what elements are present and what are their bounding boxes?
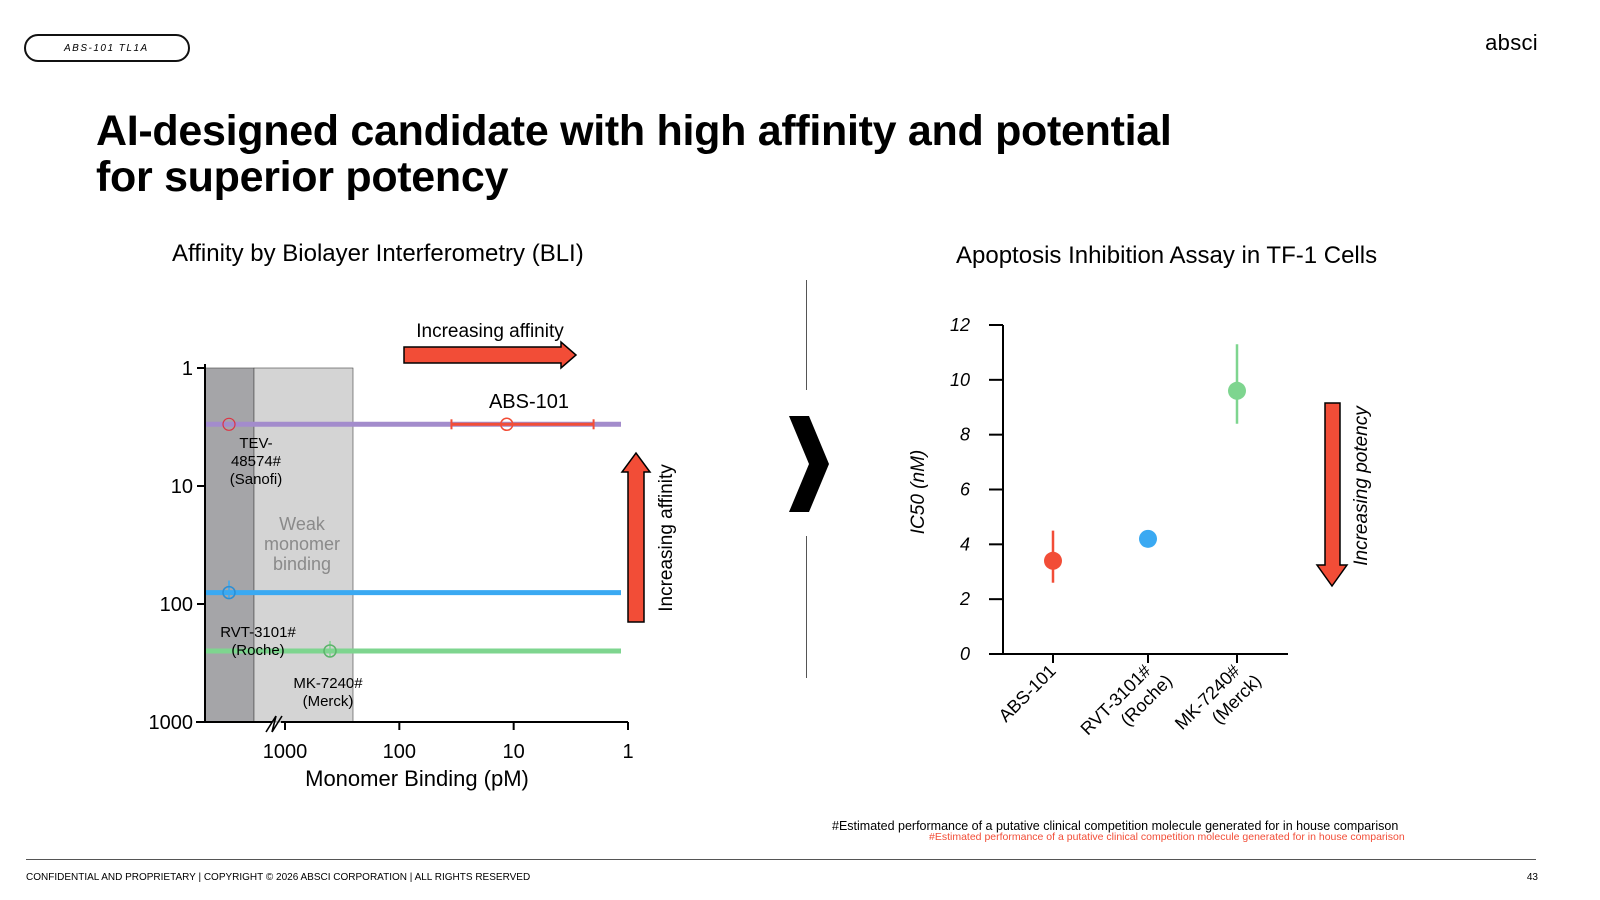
- footer-rule: [26, 859, 1536, 860]
- ic50-y-tick-label: 10: [950, 370, 970, 390]
- ic50-labels: ABS-101 RVT-3101#(Roche)MK-7240#(Merck): [995, 655, 1265, 755]
- ic50-point: [1139, 529, 1157, 548]
- ic50-y-tick-label: 2: [959, 589, 970, 609]
- ic50-y-tick-label: 4: [960, 534, 970, 554]
- section-tag: ABS-101 TL1A: [24, 34, 190, 62]
- ic50-y-tick-label: 8: [960, 425, 970, 445]
- page-title: AI-designed candidate with high affinity…: [96, 108, 1296, 200]
- down-arrow-icon: [1315, 402, 1349, 588]
- footnote-red: #Estimated performance of a putative cli…: [929, 831, 1405, 843]
- bli-axes: 1 10 100 1000 1000 100 10 1 Monomer Binding (pM): [149, 358, 634, 791]
- bli-shaded-regions: Weak monomer binding: [204, 367, 354, 723]
- ic50-point: [1044, 551, 1062, 570]
- title-line-2: for superior potency: [96, 153, 509, 201]
- absci-logo: absci: [1485, 30, 1538, 55]
- bli-arrows: Increasing affinity Increasing affinity: [403, 321, 677, 623]
- bli-chart: Weak monomer binding 1 10 100 1000 1000 100 10 1 M…: [149, 321, 678, 791]
- abs-point: [499, 417, 514, 432]
- bli-y-tick-label: 1: [182, 358, 193, 380]
- mk-point: [323, 644, 337, 658]
- weak-binding-label: Weak monomer binding: [264, 514, 340, 574]
- bli-points: [222, 417, 595, 658]
- bli-y-tick-label: 1000: [149, 712, 194, 734]
- light-gray-region: [253, 367, 354, 723]
- divider-top: [806, 280, 807, 390]
- tev-point: [222, 417, 236, 431]
- bli-chart-title: Affinity by Biolayer Interferometry (BLI…: [172, 240, 584, 267]
- bli-x-tick-label: 1: [622, 741, 633, 763]
- mk-label: MK-7240# (Merck): [293, 675, 363, 710]
- ic50-point: [1228, 381, 1246, 400]
- chevron-right-icon: [789, 416, 829, 512]
- ic50-x-tick-label: RVT-3101#(Roche): [1077, 655, 1177, 755]
- ic50-y-axis-title: IC50 (nM): [908, 450, 929, 534]
- bli-x-tick-label: 10: [503, 741, 525, 763]
- ic50-points: [1044, 344, 1246, 583]
- right-arrow-icon: [403, 340, 578, 370]
- ic50-y-tick-label: 6: [960, 480, 971, 500]
- bli-labels: ABS-101 TEV-48574# (Sanofi) RVT-3101# (Roche…: [220, 391, 569, 710]
- increasing-affinity-right-label: Increasing affinity: [656, 464, 677, 612]
- dark-gray-region: [204, 367, 255, 723]
- footnote: #Estimated performance of a putative cli…: [832, 819, 1399, 833]
- up-arrow-icon: [620, 451, 652, 623]
- increasing-potency-label: Increasing potency: [1351, 405, 1372, 566]
- page-number: 43: [1526, 872, 1538, 883]
- rvt-label: RVT-3101# (Roche): [220, 624, 296, 659]
- ic50-axes: 0 2 4 6 8 10 12 IC50 (nM): [908, 315, 1288, 664]
- ic50-y-tick-label: 12: [950, 315, 970, 335]
- abs-label: ABS-101: [489, 391, 569, 413]
- bli-y-tick-label: 100: [160, 594, 193, 616]
- title-line-1: AI-designed candidate with high affinity…: [96, 107, 1172, 155]
- assay-chart-title: Apoptosis Inhibition Assay in TF-1 Cells: [956, 242, 1378, 269]
- divider-bottom: [806, 536, 807, 678]
- bli-x-axis-title: Monomer Binding (pM): [305, 766, 529, 791]
- bli-x-tick-label: 1000: [263, 741, 308, 763]
- tev-label: TEV-48574# (Sanofi): [230, 435, 283, 488]
- ic50-x-tick-label: MK-7240#(Merck): [1171, 655, 1265, 749]
- ic50-y-tick-label: 0: [960, 644, 970, 664]
- ic50-arrow: Increasing potency: [1315, 402, 1372, 588]
- bli-x-tick-label: 100: [383, 741, 416, 763]
- ic50-chart: 0 2 4 6 8 10 12 IC50 (nM) ABS-101 RVT-3101#(Roch…: [908, 315, 1372, 755]
- axis-break: [265, 715, 283, 733]
- bli-y-tick-label: 10: [171, 476, 193, 498]
- ic50-x-tick-label: ABS-101: [995, 661, 1060, 726]
- increasing-affinity-top-label: Increasing affinity: [416, 321, 564, 342]
- footer-confidential: CONFIDENTIAL AND PROPRIETARY | COPYRIGHT…: [26, 872, 531, 883]
- rvt-point: [222, 585, 236, 600]
